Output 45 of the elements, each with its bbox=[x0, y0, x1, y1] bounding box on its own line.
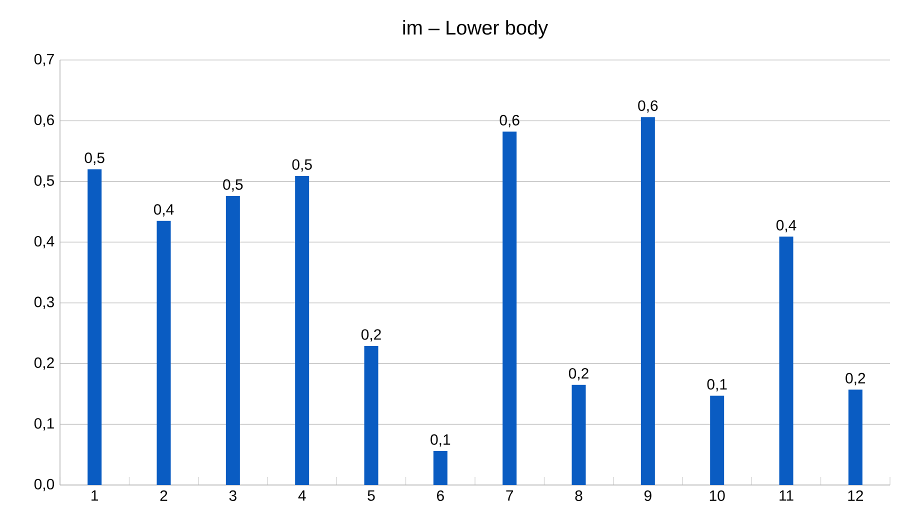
y-tick-label: 0,2 bbox=[34, 357, 54, 370]
x-tick-label: 9 bbox=[644, 490, 652, 501]
data-label: 0,4 bbox=[154, 204, 174, 216]
x-tick-label: 4 bbox=[298, 490, 306, 501]
y-tick-label: 0,1 bbox=[34, 418, 54, 430]
bar bbox=[156, 220, 171, 485]
y-tick-label: 0,0 bbox=[34, 478, 54, 492]
y-tick-label: 0,6 bbox=[34, 114, 54, 127]
y-tick-label: 0,7 bbox=[34, 54, 54, 66]
bar bbox=[226, 196, 240, 485]
bar bbox=[502, 132, 517, 485]
bar bbox=[640, 117, 655, 485]
y-tick-label: 0,3 bbox=[34, 296, 54, 310]
data-label: 0,5 bbox=[84, 152, 104, 165]
bar bbox=[433, 451, 448, 485]
bar bbox=[88, 169, 102, 485]
x-tick-label: 6 bbox=[437, 490, 444, 501]
x-tick-label: 1 bbox=[92, 490, 98, 501]
chart-title: im – Lower body bbox=[403, 20, 548, 39]
data-label: 0,2 bbox=[846, 372, 866, 386]
y-tick-label: 0,5 bbox=[34, 175, 54, 188]
bar bbox=[572, 384, 586, 485]
x-tick-label: 12 bbox=[848, 490, 863, 501]
data-label: 0,2 bbox=[568, 368, 588, 380]
bar bbox=[364, 346, 378, 485]
data-label: 0,1 bbox=[430, 434, 450, 447]
y-tick-label: 0,4 bbox=[34, 236, 54, 248]
x-tick-label: 8 bbox=[575, 490, 582, 501]
data-label: 0,5 bbox=[292, 159, 312, 172]
x-tick-label: 7 bbox=[506, 490, 513, 501]
x-tick-label: 3 bbox=[229, 490, 236, 501]
x-tick-label: 2 bbox=[160, 490, 168, 501]
data-label: 0,6 bbox=[500, 114, 520, 128]
x-tick-label: 5 bbox=[368, 490, 375, 501]
bar bbox=[710, 396, 724, 485]
data-label: 0,6 bbox=[638, 100, 658, 113]
bar bbox=[779, 236, 794, 485]
x-tick-label: 11 bbox=[780, 490, 794, 501]
data-label: 0,2 bbox=[361, 329, 381, 342]
x-tick-label: 10 bbox=[710, 490, 725, 501]
bar bbox=[848, 390, 862, 485]
data-label: 0,5 bbox=[223, 179, 243, 192]
data-label: 0,4 bbox=[776, 220, 796, 232]
bar bbox=[295, 176, 310, 485]
data-label: 0,1 bbox=[707, 379, 727, 392]
